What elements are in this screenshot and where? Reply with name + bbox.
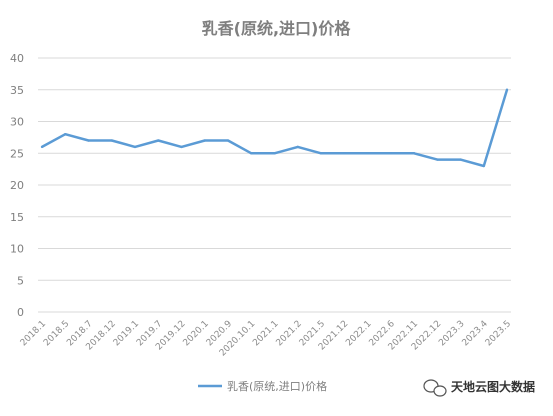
y-tick-label: 40 <box>10 52 24 65</box>
data-point <box>87 139 90 142</box>
data-point <box>250 152 253 155</box>
wechat-icon <box>423 379 447 397</box>
data-point <box>366 152 369 155</box>
y-tick-label: 15 <box>10 211 24 224</box>
data-point <box>505 88 509 91</box>
legend-label: 乳香(原统,进口)价格 <box>227 379 327 393</box>
watermark: 天地云图大数据 <box>423 379 535 397</box>
y-tick-label: 0 <box>17 306 24 319</box>
data-point <box>157 139 160 142</box>
watermark-text: 天地云图大数据 <box>451 379 535 394</box>
data-point <box>133 145 137 149</box>
x-axis: 2018.12018.52018.72018.122019.12019.7201… <box>19 319 513 359</box>
grid-lines <box>38 57 511 313</box>
data-point <box>64 133 67 136</box>
data-point <box>459 158 462 161</box>
data-point <box>296 145 299 149</box>
data-point <box>203 139 206 142</box>
y-tick-label: 30 <box>10 116 24 129</box>
legend: 乳香(原统,进口)价格 <box>198 379 327 393</box>
series-line <box>41 89 509 168</box>
data-point <box>412 152 416 155</box>
data-point <box>482 164 485 168</box>
data-point <box>343 152 346 155</box>
data-point <box>180 145 183 149</box>
data-point <box>389 152 392 155</box>
data-point <box>436 158 439 161</box>
data-point <box>110 139 113 142</box>
y-tick-label: 25 <box>10 147 24 160</box>
y-tick-label: 10 <box>10 243 24 256</box>
series-group <box>40 88 509 168</box>
y-tick-label: 5 <box>17 274 24 287</box>
y-tick-label: 20 <box>10 179 24 192</box>
data-point <box>40 145 44 149</box>
data-point <box>319 152 323 155</box>
chart-title: 乳香(原统,进口)价格 <box>202 19 352 38</box>
y-axis: 0 5 10 15 20 25 30 35 40 <box>10 52 24 319</box>
data-point <box>273 152 276 155</box>
y-tick-label: 35 <box>10 84 24 97</box>
x-tick-label: 2023.5 <box>484 319 513 348</box>
data-point <box>226 139 230 142</box>
